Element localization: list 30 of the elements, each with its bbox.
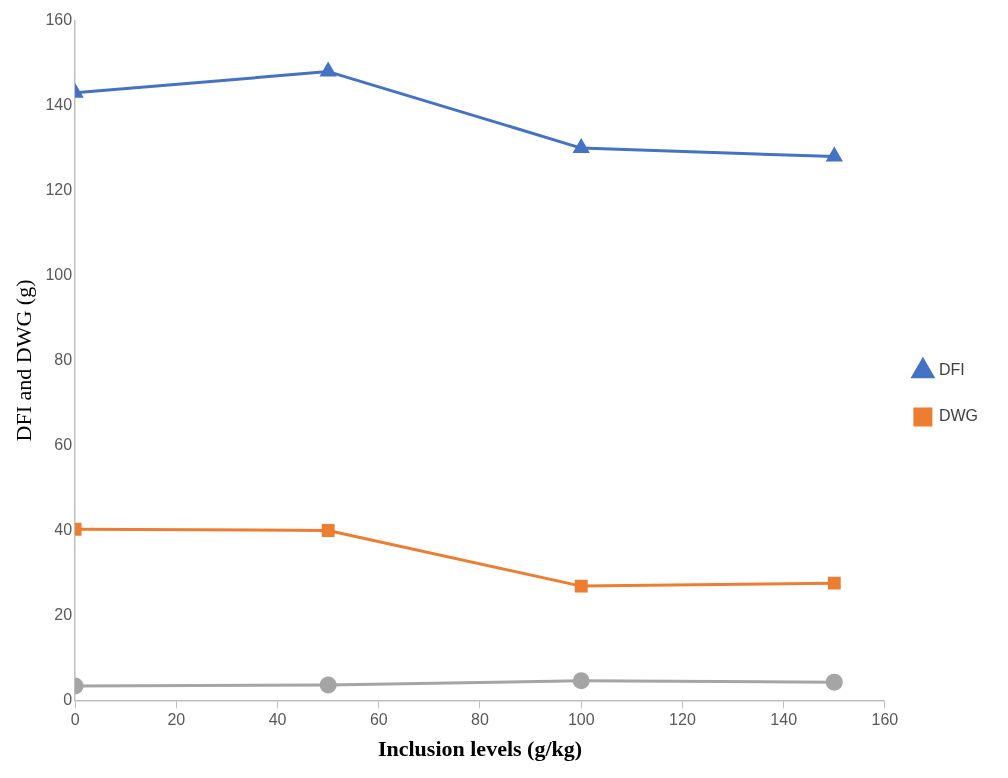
- legend-label: DWG: [938, 407, 979, 425]
- x-tick-label: 80: [471, 711, 489, 729]
- point: [825, 673, 843, 691]
- x-axis-title: Inclusion levels (g/kg): [377, 736, 583, 762]
- point: [827, 576, 841, 590]
- y-tick-label: 60: [54, 435, 73, 453]
- x-tick-label: 140: [770, 711, 798, 729]
- point: [574, 579, 588, 593]
- y-tick-label: 0: [63, 690, 73, 708]
- y-tick-label: 40: [54, 520, 73, 538]
- x-tick-label: 100: [567, 711, 595, 729]
- legend-label: DFI: [938, 361, 965, 379]
- point: [321, 524, 335, 537]
- y-axis-title: DFI and DWG (g): [10, 279, 36, 442]
- point: [319, 676, 337, 694]
- x-tick-label: 120: [669, 711, 696, 729]
- y-tick-label: 20: [54, 605, 73, 623]
- point: [572, 672, 590, 690]
- y-tick-label: 100: [45, 265, 73, 283]
- y-tick-label: 160: [45, 11, 73, 29]
- x-tick-label: 160: [871, 711, 899, 729]
- y-tick-label: 140: [45, 95, 73, 113]
- y-tick-label: 80: [54, 350, 73, 368]
- y-tick-label: 120: [45, 180, 73, 198]
- point: [826, 148, 842, 162]
- point: [320, 63, 336, 77]
- x-tick-label: 20: [167, 711, 186, 729]
- x-tick-label: 40: [268, 711, 287, 729]
- x-tick-label: 60: [369, 711, 388, 729]
- point: [573, 139, 589, 154]
